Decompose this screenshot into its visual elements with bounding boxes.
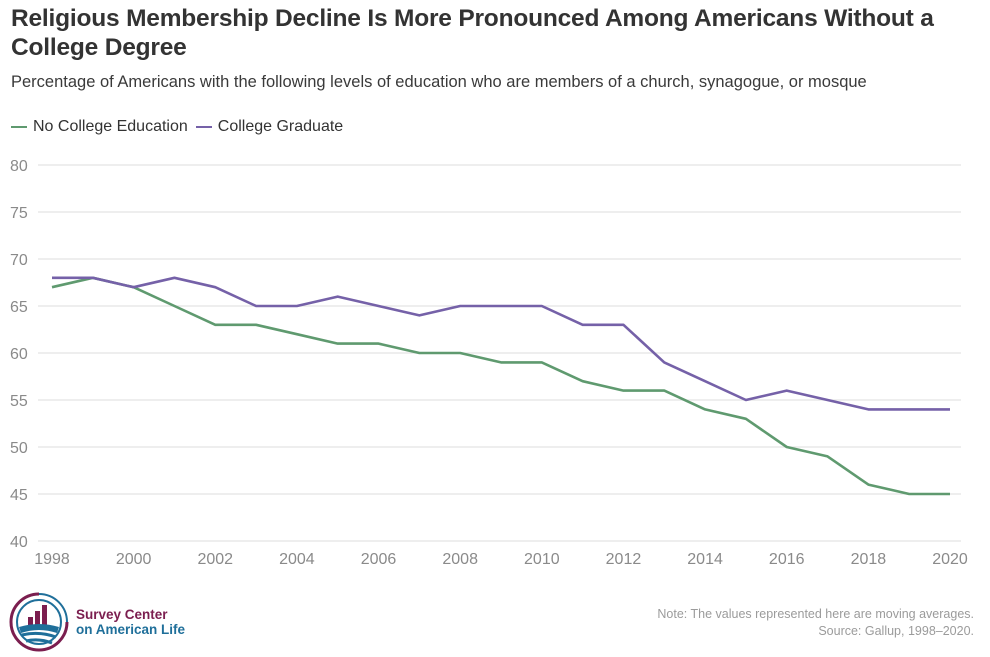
x-tick-label: 2006 (361, 551, 397, 568)
x-axis-ticks: 1998 2000 2002 2004 2006 2008 2010 2012 2014 2016… (34, 551, 968, 568)
logo-emblem-icon (9, 592, 69, 652)
legend-item-no-college: No College Education (11, 118, 188, 136)
series-line-college-graduate (52, 276, 950, 411)
legend-label-no-college: No College Education (33, 118, 188, 135)
x-tick-label: 2016 (769, 551, 805, 568)
y-tick-label: 40 (10, 534, 28, 551)
x-tick-label: 2020 (932, 551, 968, 568)
y-tick-label: 75 (10, 205, 28, 222)
x-tick-label: 1998 (34, 551, 70, 568)
y-tick-label: 80 (10, 158, 28, 175)
legend: No College Education College Graduate (11, 118, 351, 136)
y-tick-label: 50 (10, 440, 28, 457)
legend-swatch-no-college (11, 126, 27, 128)
y-axis-ticks: 40 45 50 55 60 65 70 75 80 (10, 158, 28, 551)
x-tick-label: 2014 (687, 551, 723, 568)
x-tick-label: 2012 (606, 551, 642, 568)
x-tick-label: 2004 (279, 551, 315, 568)
y-tick-label: 45 (10, 487, 28, 504)
x-tick-label: 2008 (442, 551, 478, 568)
y-tick-label: 55 (10, 393, 28, 410)
x-tick-label: 2018 (851, 551, 887, 568)
chart-title: Religious Membership Decline Is More Pro… (11, 5, 934, 61)
x-tick-label: 2002 (197, 551, 233, 568)
chart-subtitle: Percentage of Americans with the followi… (11, 73, 867, 91)
x-tick-label: 2000 (116, 551, 152, 568)
survey-center-logo: Survey Center on American Life (8, 591, 185, 653)
logo-text-line1: Survey Center (76, 607, 168, 622)
y-tick-label: 65 (10, 299, 28, 316)
y-tick-label: 60 (10, 346, 28, 363)
gridlines (38, 164, 961, 542)
y-tick-label: 70 (10, 252, 28, 269)
note-text: Note: The values represented here are mo… (657, 607, 974, 621)
source-text: Source: Gallup, 1998–2020. (818, 624, 974, 638)
legend-item-college-grad: College Graduate (195, 118, 344, 136)
logo-text-line2: on American Life (76, 622, 186, 637)
x-tick-label: 2010 (524, 551, 560, 568)
footnote: Note: The values represented here are mo… (657, 606, 974, 640)
legend-swatch-college-grad (195, 126, 212, 128)
legend-label-college-grad: College Graduate (217, 118, 344, 135)
series-lines (51, 276, 951, 496)
series-line-no-college (51, 276, 950, 496)
